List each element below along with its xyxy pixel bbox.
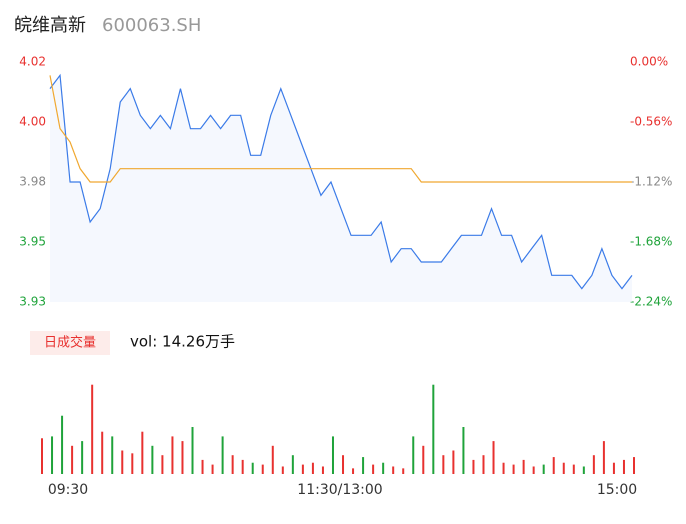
volume-bar bbox=[231, 455, 234, 474]
price-area bbox=[50, 75, 632, 302]
volume-bar bbox=[171, 436, 174, 474]
volume-bar bbox=[352, 468, 355, 474]
volume-bar bbox=[402, 468, 405, 474]
volume-bar bbox=[622, 459, 625, 474]
volume-bar bbox=[472, 459, 475, 474]
volume-bar bbox=[291, 455, 294, 474]
volume-bar bbox=[131, 453, 134, 474]
volume-bar bbox=[382, 462, 385, 474]
volume-bar bbox=[633, 457, 635, 474]
volume-bar bbox=[612, 462, 615, 474]
volume-bar bbox=[422, 445, 425, 474]
vol-label: vol: 14.26万手 bbox=[130, 333, 235, 351]
volume-bar bbox=[181, 441, 184, 474]
volume-bar bbox=[261, 464, 264, 474]
volume-bar bbox=[582, 466, 585, 474]
volume-bar bbox=[512, 464, 515, 474]
volume-bar bbox=[201, 459, 204, 474]
volume-bar bbox=[342, 455, 345, 474]
volume-bar bbox=[452, 450, 455, 474]
volume-bar bbox=[221, 436, 224, 474]
volume-bar bbox=[61, 415, 64, 474]
volume-bar bbox=[602, 441, 605, 474]
volume-bar bbox=[41, 438, 43, 474]
x-tick-label: 15:00 bbox=[597, 482, 637, 498]
volume-bar bbox=[331, 436, 334, 474]
volume-bar bbox=[572, 464, 575, 474]
volume-bar bbox=[372, 464, 375, 474]
x-tick-label: 09:30 bbox=[48, 482, 88, 498]
volume-bar bbox=[241, 459, 244, 474]
volume-bar bbox=[271, 445, 274, 474]
volume-bar bbox=[101, 431, 104, 474]
legend: 日成交量 bbox=[44, 335, 96, 351]
avg-line bbox=[49, 75, 632, 183]
volume-bar bbox=[191, 427, 194, 474]
volume-bar bbox=[121, 450, 124, 474]
y2-tick-label: -0.56% bbox=[630, 115, 672, 129]
y2-tick-label: 0.00% bbox=[630, 55, 668, 69]
y-tick-label: 3.95 bbox=[19, 235, 46, 249]
volume-bar bbox=[482, 455, 485, 474]
x-tick-label: 11:30/13:00 bbox=[297, 482, 382, 498]
volume-bar bbox=[71, 445, 74, 474]
volume-bar bbox=[51, 436, 54, 474]
volume-bar bbox=[161, 455, 164, 474]
volume-bar bbox=[592, 455, 595, 474]
y2-tick-label: -1.68% bbox=[630, 235, 672, 249]
volume-bar bbox=[432, 384, 435, 474]
y2-tick-label: -2.24% bbox=[630, 295, 672, 309]
legend-box bbox=[30, 331, 110, 355]
volume-bar bbox=[321, 466, 324, 474]
volume-bar bbox=[492, 441, 495, 474]
volume-bar bbox=[552, 457, 555, 474]
stock-code: 600063.SH bbox=[102, 15, 201, 36]
volume-bar bbox=[311, 462, 314, 474]
y-tick-label: 4.00 bbox=[19, 115, 46, 129]
volume-bar bbox=[542, 464, 545, 474]
volume-bar bbox=[562, 462, 565, 474]
volume-bar bbox=[141, 431, 144, 474]
volume-bar bbox=[111, 436, 114, 474]
volume-bar bbox=[301, 464, 304, 474]
volume-bar bbox=[91, 384, 94, 474]
stock-name: 皖维高新 bbox=[14, 15, 86, 36]
y-tick-label: 3.98 bbox=[19, 175, 46, 189]
volume-bar bbox=[281, 466, 284, 474]
volume-bar bbox=[442, 455, 445, 474]
y2-tick-label: -1.12% bbox=[630, 175, 672, 189]
volume-bar bbox=[462, 427, 465, 474]
volume-bar bbox=[211, 464, 214, 474]
volume-bar bbox=[532, 466, 535, 474]
y-tick-label: 4.02 bbox=[19, 55, 46, 69]
volume-bar bbox=[412, 436, 415, 474]
volume-bar bbox=[522, 459, 525, 474]
volume-bar bbox=[151, 445, 154, 474]
volume-bar bbox=[392, 466, 395, 474]
volume-bar bbox=[251, 462, 254, 474]
price-line bbox=[49, 73, 633, 290]
y-tick-label: 3.93 bbox=[19, 295, 46, 309]
volume-bar bbox=[81, 441, 84, 474]
volume-bar bbox=[362, 457, 365, 474]
volume-bar bbox=[502, 462, 505, 474]
